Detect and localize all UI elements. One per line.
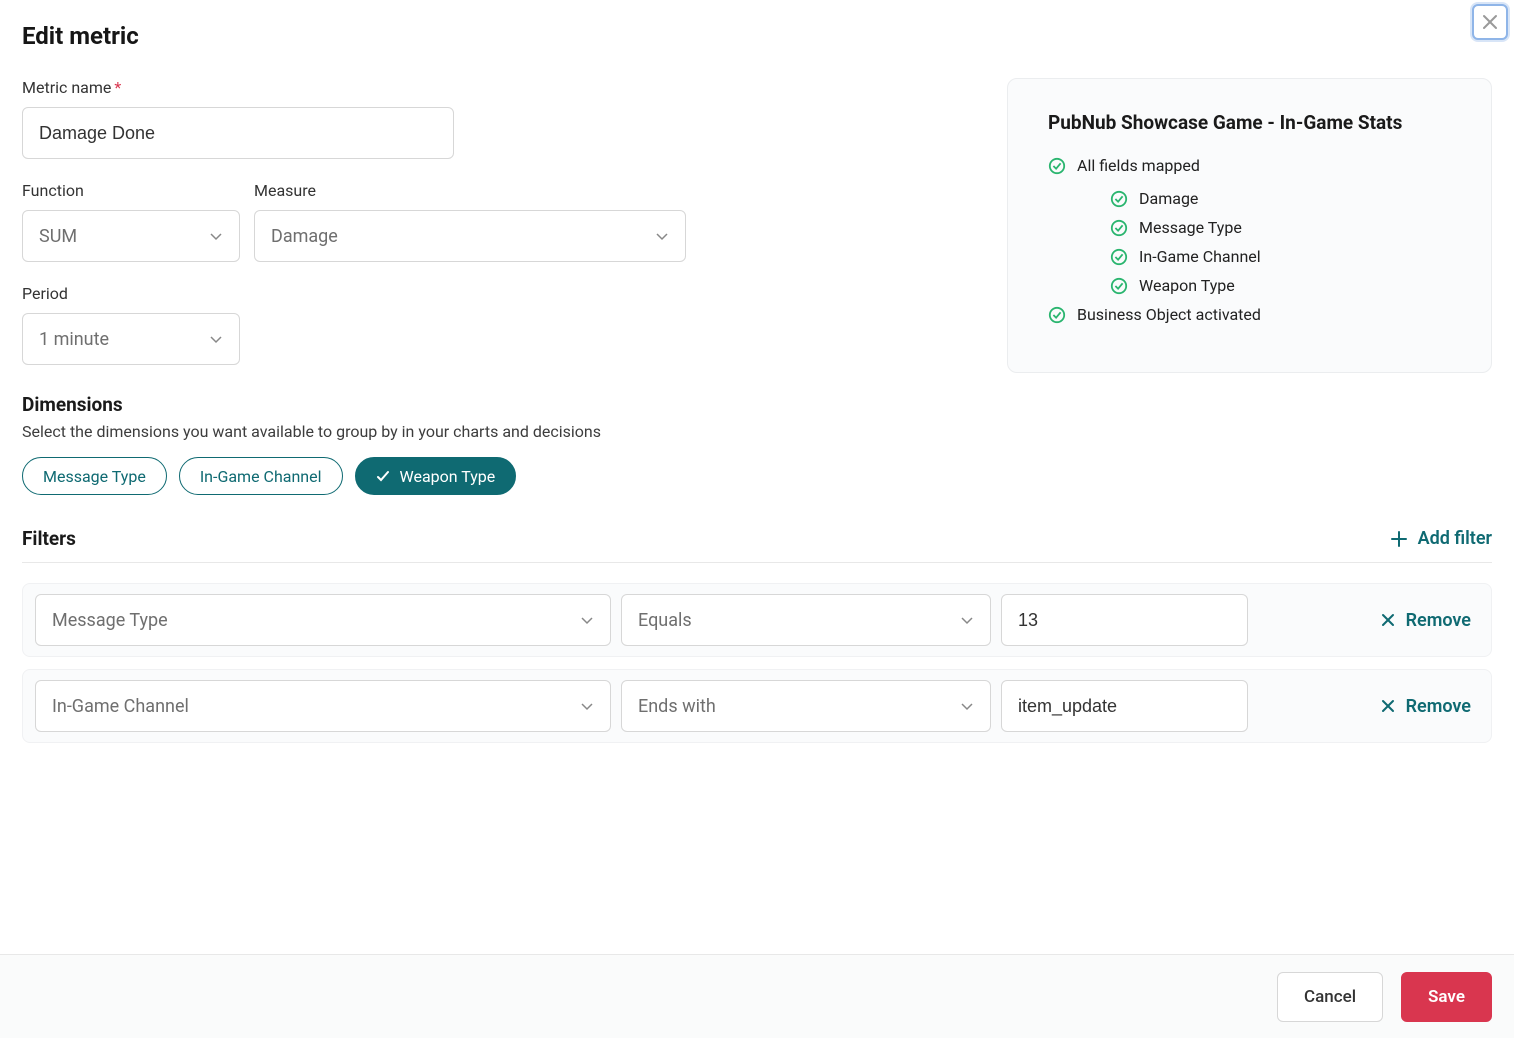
filter-field-select[interactable]: Message Type (35, 594, 611, 646)
status-all-mapped-label: All fields mapped (1077, 156, 1200, 175)
period-value: 1 minute (39, 329, 109, 350)
measure-value: Damage (271, 226, 338, 247)
chevron-down-icon (655, 229, 669, 243)
status-field-item: In-Game Channel (1110, 247, 1451, 266)
chevron-down-icon (209, 229, 223, 243)
chevron-down-icon (960, 613, 974, 627)
plus-icon (1390, 530, 1408, 548)
dimensions-subtitle: Select the dimensions you want available… (22, 422, 1492, 441)
check-circle-icon (1110, 219, 1128, 237)
status-all-mapped: All fields mapped (1048, 156, 1451, 175)
dimension-chip[interactable]: Message Type (22, 457, 167, 495)
close-icon (1481, 13, 1499, 31)
check-circle-icon (1110, 277, 1128, 295)
filter-operator-value: Equals (638, 610, 692, 631)
measure-select[interactable]: Damage (254, 210, 686, 262)
modal-content: Edit metric Metric name* Function SUM Me… (0, 0, 1514, 743)
close-icon (1380, 698, 1396, 714)
metric-name-input[interactable] (22, 107, 454, 159)
filter-operator-select[interactable]: Equals (621, 594, 991, 646)
remove-filter-label: Remove (1406, 610, 1471, 631)
status-activated: Business Object activated (1048, 305, 1451, 324)
function-label: Function (22, 181, 240, 200)
filter-field-value: Message Type (52, 610, 168, 631)
status-field-label: Message Type (1139, 218, 1242, 237)
status-panel-title: PubNub Showcase Game - In-Game Stats (1048, 111, 1451, 134)
filter-operator-value: Ends with (638, 696, 716, 717)
status-field-label: Damage (1139, 189, 1198, 208)
function-value: SUM (39, 226, 77, 247)
remove-filter-button[interactable]: Remove (1380, 610, 1479, 631)
chevron-down-icon (209, 332, 223, 346)
page-title: Edit metric (22, 22, 1492, 50)
modal-footer: Cancel Save (0, 954, 1514, 1038)
close-button[interactable] (1472, 4, 1508, 40)
chevron-down-icon (960, 699, 974, 713)
filter-field-value: In-Game Channel (52, 696, 189, 717)
filter-row: In-Game Channel Ends with Remove (22, 669, 1492, 743)
status-field-item: Weapon Type (1110, 276, 1451, 295)
check-circle-icon (1110, 190, 1128, 208)
function-select[interactable]: SUM (22, 210, 240, 262)
filter-field-select[interactable]: In-Game Channel (35, 680, 611, 732)
dimension-chip[interactable]: Weapon Type (355, 457, 517, 495)
period-select[interactable]: 1 minute (22, 313, 240, 365)
remove-filter-label: Remove (1406, 696, 1471, 717)
cancel-button[interactable]: Cancel (1277, 972, 1383, 1022)
add-filter-label: Add filter (1418, 528, 1492, 549)
filters-title: Filters (22, 527, 76, 550)
check-circle-icon (1048, 306, 1066, 324)
add-filter-button[interactable]: Add filter (1390, 528, 1492, 549)
measure-label: Measure (254, 181, 686, 200)
status-panel: PubNub Showcase Game - In-Game Stats All… (1007, 78, 1492, 373)
dimensions-title: Dimensions (22, 393, 1492, 416)
status-field-label: Weapon Type (1139, 276, 1235, 295)
chevron-down-icon (580, 613, 594, 627)
status-field-item: Damage (1110, 189, 1451, 208)
chevron-down-icon (580, 699, 594, 713)
filter-value-input[interactable] (1001, 594, 1248, 646)
status-field-label: In-Game Channel (1139, 247, 1261, 266)
remove-filter-button[interactable]: Remove (1380, 696, 1479, 717)
metric-name-label: Metric name* (22, 78, 967, 97)
dimension-chip[interactable]: In-Game Channel (179, 457, 343, 495)
save-button[interactable]: Save (1401, 972, 1492, 1022)
filter-value-input[interactable] (1001, 680, 1248, 732)
check-circle-icon (1110, 248, 1128, 266)
check-circle-icon (1048, 157, 1066, 175)
status-activated-label: Business Object activated (1077, 305, 1261, 324)
close-icon (1380, 612, 1396, 628)
status-field-item: Message Type (1110, 218, 1451, 237)
check-icon (376, 469, 390, 483)
filter-operator-select[interactable]: Ends with (621, 680, 991, 732)
filter-row: Message Type Equals Remove (22, 583, 1492, 657)
dimension-chip-label: Weapon Type (400, 467, 496, 486)
period-label: Period (22, 284, 240, 303)
